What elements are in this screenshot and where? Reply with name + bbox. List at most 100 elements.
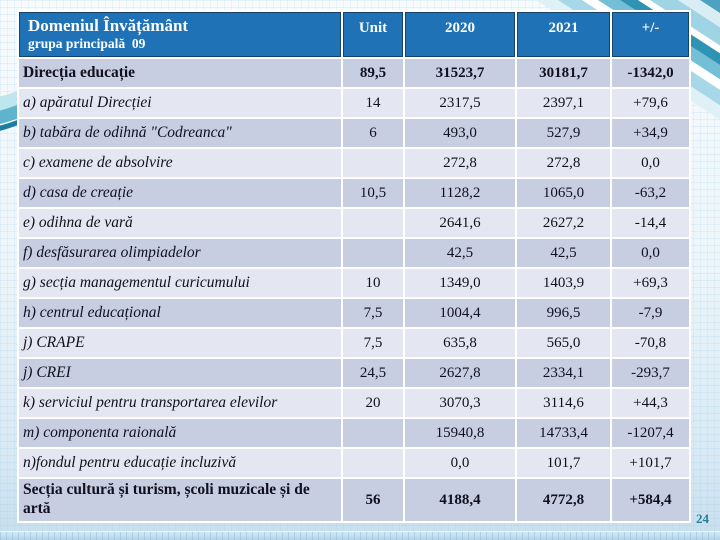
budget-table: Domeniul Învățământ grupa principală 09 … [17, 10, 691, 523]
row-label: j) CRAPE [19, 329, 341, 357]
cell-2020: 1004,4 [405, 299, 515, 327]
cell-2021: 527,9 [517, 119, 610, 147]
table-row: g) secția managementul curicumului 10 13… [19, 269, 689, 297]
cell-diff: -1342,0 [612, 59, 689, 87]
row-label: d) casa de creație [19, 179, 341, 207]
cell-diff: -293,7 [612, 359, 689, 387]
table-title: Domeniul Învățământ [28, 16, 189, 35]
cell-2021: 14733,4 [517, 419, 610, 447]
cell-2020: 493,0 [405, 119, 515, 147]
row-label: h) centrul educațional [19, 299, 341, 327]
column-header-unit: Unit [343, 12, 403, 57]
cell-2020: 0,0 [405, 449, 515, 477]
table-row: f) desfăsurarea olimpiadelor 42,5 42,5 0… [19, 239, 689, 267]
cell-2020: 1349,0 [405, 269, 515, 297]
cell-2021: 996,5 [517, 299, 610, 327]
cell-diff: -1207,4 [612, 419, 689, 447]
table-header-row: Domeniul Învățământ grupa principală 09 … [19, 12, 689, 57]
column-header-2021: 2021 [517, 12, 610, 57]
cell-2021: 2334,1 [517, 359, 610, 387]
cell-2020: 31523,7 [405, 59, 515, 87]
cell-diff: +44,3 [612, 389, 689, 417]
cell-diff: -7,9 [612, 299, 689, 327]
page-number: 24 [696, 511, 709, 526]
cell-2021: 565,0 [517, 329, 610, 357]
table-row: m) componenta raională 15940,8 14733,4 -… [19, 419, 689, 447]
row-label: j) CREI [19, 359, 341, 387]
column-header-2020: 2020 [405, 12, 515, 57]
cell-diff: +69,3 [612, 269, 689, 297]
row-label: Secția cultură și turism, școli muzicale… [19, 479, 341, 521]
table-row: k) serviciul pentru transportarea elevil… [19, 389, 689, 417]
table-body: Direcția educație 89,5 31523,7 30181,7 -… [19, 59, 689, 521]
row-label: e) odihna de vară [19, 209, 341, 237]
cell-unit: 20 [343, 389, 403, 417]
cell-2021: 4772,8 [517, 479, 610, 521]
cell-2020: 3070,3 [405, 389, 515, 417]
cell-2020: 635,8 [405, 329, 515, 357]
cell-2020: 272,8 [405, 149, 515, 177]
cell-unit: 10 [343, 269, 403, 297]
cell-unit [343, 209, 403, 237]
table-row: j) CRAPE 7,5 635,8 565,0 -70,8 [19, 329, 689, 357]
table-row: d) casa de creație 10,5 1128,2 1065,0 -6… [19, 179, 689, 207]
row-label: k) serviciul pentru transportarea elevil… [19, 389, 341, 417]
table-subtitle: grupa principală 09 [28, 35, 146, 51]
cell-unit [343, 419, 403, 447]
cell-unit: 24,5 [343, 359, 403, 387]
cell-2021: 30181,7 [517, 59, 610, 87]
row-label: b) tabăra de odihnă "Codreanca" [19, 119, 341, 147]
cell-diff: -63,2 [612, 179, 689, 207]
cell-2021: 3114,6 [517, 389, 610, 417]
cell-2021: 272,8 [517, 149, 610, 177]
cell-unit: 6 [343, 119, 403, 147]
cell-2021: 42,5 [517, 239, 610, 267]
cell-diff: -70,8 [612, 329, 689, 357]
table-row: j) CREI 24,5 2627,8 2334,1 -293,7 [19, 359, 689, 387]
row-label: f) desfăsurarea olimpiadelor [19, 239, 341, 267]
cell-unit: 7,5 [343, 329, 403, 357]
cell-unit [343, 239, 403, 267]
cell-diff: +79,6 [612, 89, 689, 117]
column-header-diff: +/- [612, 12, 689, 57]
cell-2020: 15940,8 [405, 419, 515, 447]
table-row: b) tabăra de odihnă "Codreanca" 6 493,0 … [19, 119, 689, 147]
cell-2020: 42,5 [405, 239, 515, 267]
cell-2020: 2317,5 [405, 89, 515, 117]
table-row: c) examene de absolvire 272,8 272,8 0,0 [19, 149, 689, 177]
table-row: a) apăratul Direcției 14 2317,5 2397,1 +… [19, 89, 689, 117]
table-title-cell: Domeniul Învățământ grupa principală 09 [19, 12, 341, 57]
cell-diff: +34,9 [612, 119, 689, 147]
table-row: n)fondul pentru educație incluzivă 0,0 1… [19, 449, 689, 477]
cell-diff: +584,4 [612, 479, 689, 521]
cell-2021: 2627,2 [517, 209, 610, 237]
cell-2020: 2641,6 [405, 209, 515, 237]
cell-diff: 0,0 [612, 149, 689, 177]
cell-2021: 1065,0 [517, 179, 610, 207]
row-label: Direcția educație [19, 59, 341, 87]
row-label: n)fondul pentru educație incluzivă [19, 449, 341, 477]
cell-unit: 7,5 [343, 299, 403, 327]
row-label: c) examene de absolvire [19, 149, 341, 177]
table-row: e) odihna de vară 2641,6 2627,2 -14,4 [19, 209, 689, 237]
table-row: h) centrul educațional 7,5 1004,4 996,5 … [19, 299, 689, 327]
footer-band [0, 531, 720, 540]
table-row: Direcția educație 89,5 31523,7 30181,7 -… [19, 59, 689, 87]
cell-unit: 89,5 [343, 59, 403, 87]
cell-unit [343, 449, 403, 477]
cell-2020: 2627,8 [405, 359, 515, 387]
cell-unit [343, 149, 403, 177]
table-row: Secția cultură și turism, școli muzicale… [19, 479, 689, 521]
row-label: g) secția managementul curicumului [19, 269, 341, 297]
cell-diff: 0,0 [612, 239, 689, 267]
row-label: m) componenta raională [19, 419, 341, 447]
cell-2021: 2397,1 [517, 89, 610, 117]
cell-unit: 14 [343, 89, 403, 117]
cell-2021: 101,7 [517, 449, 610, 477]
row-label: a) apăratul Direcției [19, 89, 341, 117]
cell-2020: 1128,2 [405, 179, 515, 207]
cell-2020: 4188,4 [405, 479, 515, 521]
cell-diff: -14,4 [612, 209, 689, 237]
cell-unit: 10,5 [343, 179, 403, 207]
cell-diff: +101,7 [612, 449, 689, 477]
